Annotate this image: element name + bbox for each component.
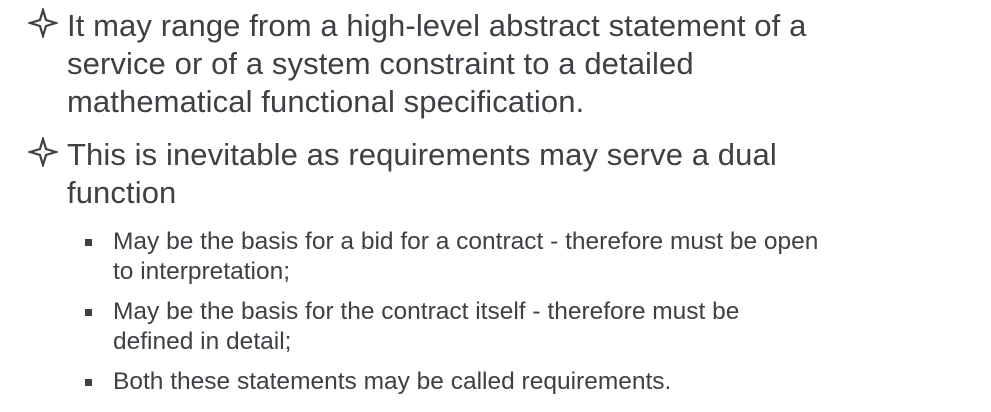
sub-bullet-text: May be the basis for the contract itself… [113, 298, 740, 355]
sub-bullet-list: May be the basis for a bid for a contrac… [85, 227, 975, 407]
sub-bullet-item: May be the basis for a bid for a contrac… [85, 227, 975, 287]
four-point-star-icon [28, 8, 58, 38]
sub-bullet-text: May be the basis for a bid for a contrac… [113, 228, 819, 285]
square-bullet-icon [85, 309, 92, 316]
sub-bullet-text: Both these statements may be called requ… [113, 368, 672, 395]
bullet-item: This is inevitable as requirements may s… [28, 136, 978, 212]
sub-bullet-item: Both these statements may be called requ… [85, 367, 975, 397]
bullet-text: It may range from a high-level abstract … [67, 8, 807, 119]
bullet-text: This is inevitable as requirements may s… [67, 137, 777, 210]
square-bullet-icon [85, 379, 92, 386]
bullet-item: It may range from a high-level abstract … [28, 7, 978, 121]
sub-bullet-item: May be the basis for the contract itself… [85, 297, 975, 357]
square-bullet-icon [85, 239, 92, 246]
four-point-star-icon [28, 137, 58, 167]
